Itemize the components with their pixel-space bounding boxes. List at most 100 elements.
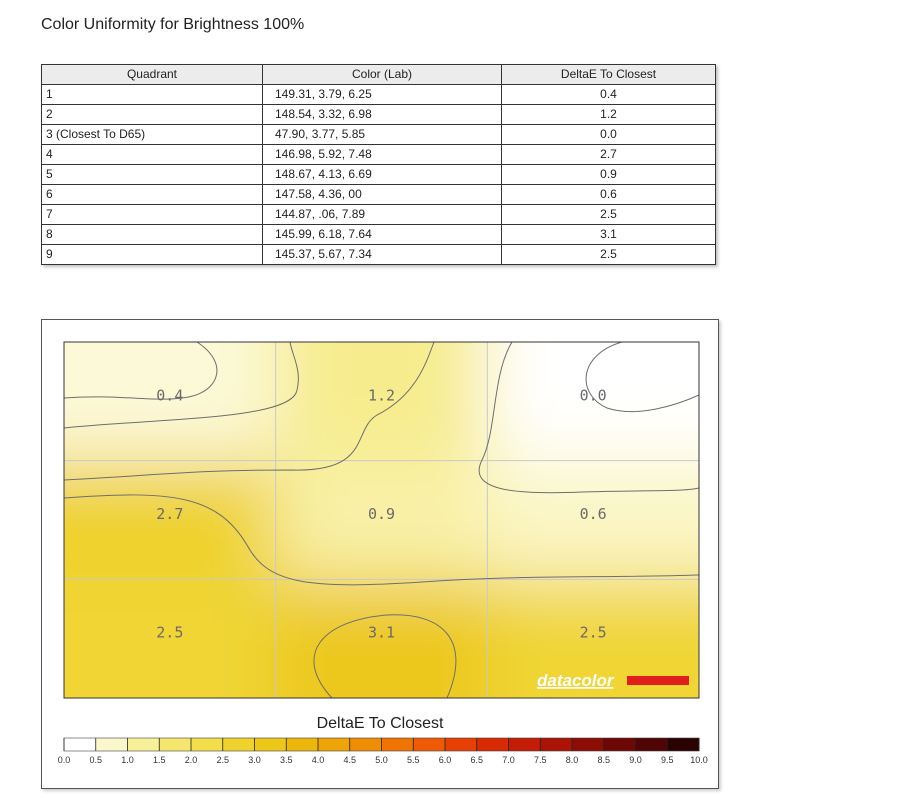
contour-line	[63, 341, 218, 400]
colorbar-swatch	[476, 738, 509, 751]
plot-border	[63, 341, 700, 699]
colorbar-swatch	[603, 738, 636, 751]
chart-frame: 0.4 1.2 0.0 2.7 0.9 0.6 2.5 3.1 2.5 datacolor De…	[41, 319, 719, 789]
heatmap-cell	[275, 579, 488, 698]
table-row: 5 148.67, 4.13, 6.69 0.9	[41, 164, 716, 185]
deltae-cell: 2.7	[501, 144, 716, 165]
color-lab-cell: 47.90, 3.77, 5.85	[262, 124, 502, 145]
colorbar-tick-label: 3.0	[248, 755, 261, 765]
colorbar	[63, 737, 700, 752]
colorbar-swatch	[222, 738, 255, 751]
colorbar-tick-label: 4.0	[312, 755, 325, 765]
cell-value-label: 2.7	[156, 505, 183, 523]
deltae-cell: 0.9	[501, 164, 716, 185]
table-body: 1 149.31, 3.79, 6.25 0.4 2 148.54, 3.32, 6.9…	[41, 84, 716, 265]
quadrant-cell: 2	[41, 104, 263, 125]
table-row: 4 146.98, 5.92, 7.48 2.7	[41, 144, 716, 165]
colorbar-swatch	[508, 738, 541, 751]
table-row: 2 148.54, 3.32, 6.98 1.2	[41, 104, 716, 125]
colorbar-tick-label: 2.5	[216, 755, 229, 765]
table-row: 9 145.37, 5.67, 7.34 2.5	[41, 244, 716, 265]
colorbar-swatch	[540, 738, 573, 751]
cell-value-label: 2.5	[156, 624, 183, 642]
contour-lines	[63, 341, 700, 699]
contour-line	[63, 341, 435, 481]
quadrant-cell: 4	[41, 144, 263, 165]
contour-line	[313, 614, 457, 699]
deltae-cell: 2.5	[501, 244, 716, 265]
heatmap-cell	[64, 460, 276, 580]
cell-value-label: 2.5	[580, 624, 607, 642]
heatmap-cell	[487, 460, 699, 580]
contour-line	[478, 341, 700, 494]
quadrant-cell: 1	[41, 84, 263, 105]
cell-value-label: 3.1	[368, 624, 395, 642]
colorbar-tick-label: 4.5	[343, 755, 356, 765]
colorbar-ticks: 0.0 0.5 1.0 1.5 2.0 2.5 3.0 3.5 4.0 4.5 5.0 5.5 6.0 6…	[58, 738, 708, 765]
colorbar-tick-label: 5.5	[407, 755, 420, 765]
cell-value-label: 0.0	[580, 386, 607, 404]
colorbar-tick-label: 6.0	[439, 755, 452, 765]
quadrant-cell: 6	[41, 184, 263, 205]
heatmap-cell	[64, 579, 276, 698]
colorbar-swatch	[413, 738, 446, 751]
contour-line	[63, 494, 700, 586]
color-lab-cell: 147.58, 4.36, 00	[262, 184, 502, 205]
cell-value-label: 0.9	[368, 505, 395, 523]
datacolor-logo: datacolor	[537, 671, 689, 690]
colorbar-tick-label: 7.0	[502, 755, 515, 765]
colorbar-swatch	[254, 738, 287, 751]
colorbar-tick-label: 2.0	[185, 755, 198, 765]
quadrant-cell: 3 (Closest To D65)	[41, 124, 263, 145]
deltae-cell: 1.2	[501, 104, 716, 125]
quadrant-cell: 7	[41, 204, 263, 225]
colorbar-tick-label: 10.0	[690, 755, 708, 765]
colorbar-swatch	[572, 738, 605, 751]
colorbar-swatch	[95, 738, 128, 751]
colorbar-tick-label: 0.0	[58, 755, 71, 765]
watermark-text: datacolor	[537, 671, 615, 690]
column-header-quadrant: Quadrant	[41, 64, 263, 85]
color-lab-cell: 149.31, 3.79, 6.25	[262, 84, 502, 105]
colorbar-swatch	[159, 738, 192, 751]
colorbar-tick-label: 9.0	[629, 755, 642, 765]
contour-line	[585, 341, 700, 412]
color-lab-cell: 146.98, 5.92, 7.48	[262, 144, 502, 165]
quadrant-cell: 5	[41, 164, 263, 185]
heatmap-cell	[487, 342, 699, 461]
heatmap-cell	[275, 342, 488, 461]
datacolor-red-bar	[627, 676, 689, 685]
colorbar-tick-label: 8.5	[597, 755, 610, 765]
colorbar-tick-label: 5.0	[375, 755, 388, 765]
colorbar-tick-label: 9.5	[661, 755, 674, 765]
contour-line	[63, 341, 299, 429]
column-header-color-lab: Color (Lab)	[262, 64, 502, 85]
heatmap-cell	[64, 342, 276, 461]
deltae-cell: 0.6	[501, 184, 716, 205]
deltae-cell: 0.4	[501, 84, 716, 105]
colorbar-tick-label: 1.0	[121, 755, 134, 765]
colorbar-tick-label: 7.5	[534, 755, 547, 765]
table-header-row: Quadrant Color (Lab) DeltaE To Closest	[41, 64, 716, 85]
uniformity-heatmap: 0.4 1.2 0.0 2.7 0.9 0.6 2.5 3.1 2.5 datacolor De…	[58, 341, 708, 765]
table-row: 1 149.31, 3.79, 6.25 0.4	[41, 84, 716, 105]
color-lab-cell: 148.54, 3.32, 6.98	[262, 104, 502, 125]
colorbar-swatch	[191, 738, 224, 751]
quadrant-cell: 8	[41, 224, 263, 245]
deltae-cell: 0.0	[501, 124, 716, 145]
deltae-cell: 2.5	[501, 204, 716, 225]
table-row: 8 145.99, 6.18, 7.64 3.1	[41, 224, 716, 245]
colorbar-tick-label: 6.5	[470, 755, 483, 765]
colorbar-swatch	[667, 738, 700, 751]
colorbar-swatch	[635, 738, 668, 751]
cell-value-labels: 0.4 1.2 0.0 2.7 0.9 0.6 2.5 3.1 2.5	[156, 386, 606, 641]
deltae-cell: 3.1	[501, 224, 716, 245]
colorbar-swatch	[286, 738, 319, 751]
quadrant-cell: 9	[41, 244, 263, 265]
color-lab-cell: 145.37, 5.67, 7.34	[262, 244, 502, 265]
heatmap-color-field	[64, 342, 699, 698]
colorbar-swatch	[381, 738, 414, 751]
color-lab-cell: 145.99, 6.18, 7.64	[262, 224, 502, 245]
heatmap-cell	[275, 460, 488, 580]
colorbar-title: DeltaE To Closest	[317, 715, 444, 732]
